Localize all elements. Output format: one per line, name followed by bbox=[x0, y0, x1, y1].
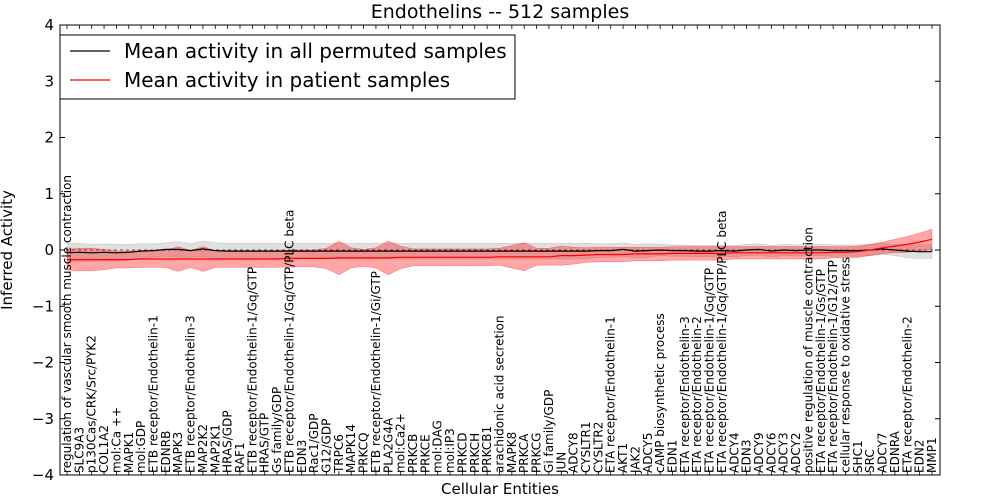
legend: Mean activity in all permuted samples Me… bbox=[59, 34, 516, 100]
x-tick-label: EDNRA bbox=[888, 430, 902, 473]
x-tick-label: HRAS/GDP bbox=[221, 410, 235, 473]
x-tick-label: PLA2G4A bbox=[381, 417, 395, 473]
x-tick-label: arachidonic acid secretion bbox=[493, 316, 507, 473]
x-tick-label: cAMP biosynthetic process bbox=[653, 313, 667, 473]
x-tick-label: PRKCH bbox=[468, 433, 482, 473]
y-tick-label: 4 bbox=[44, 16, 54, 34]
x-tick-label: EDN2 bbox=[913, 440, 927, 473]
x-tick-label: ETA receptor/Endothelin-3 bbox=[678, 316, 692, 473]
x-tick-label: MAPK3 bbox=[171, 432, 185, 473]
x-tick-label: AKT1 bbox=[616, 443, 630, 473]
x-tick-label: positive regulation of muscle contractio… bbox=[801, 227, 815, 473]
x-tick-label: mol:Ca2+ bbox=[394, 413, 408, 473]
x-tick-label: ADCY6 bbox=[764, 432, 778, 473]
y-tick-label: −4 bbox=[32, 466, 54, 484]
y-tick-label: 0 bbox=[44, 241, 54, 259]
x-tick-label: JUN bbox=[554, 452, 568, 474]
x-tick-label: Gi family/GDP bbox=[542, 390, 556, 473]
x-tick-label: SHC1 bbox=[851, 440, 865, 473]
x-tick-label: p130Cas/CRK/Src/PYK2 bbox=[85, 335, 99, 473]
x-tick-label: EDN1 bbox=[666, 440, 680, 473]
x-tick-label: ETB receptor/Endothelin-3 bbox=[184, 315, 198, 473]
x-tick-label: HRAS/GTP bbox=[258, 413, 272, 473]
x-tick-label: CYSLTR2 bbox=[591, 422, 605, 473]
x-tick-label: ETB receptor/Endothelin-1/Gi/GTP bbox=[369, 271, 383, 473]
x-tick-label: mol:IP3 bbox=[443, 428, 457, 473]
x-tick-label: MAPK8 bbox=[505, 432, 519, 473]
x-tick-label: COL1A2 bbox=[97, 425, 111, 473]
x-tick-label: regulation of vascular smooth muscle con… bbox=[60, 175, 74, 473]
x-tick-label: G12/GDP bbox=[320, 419, 334, 473]
x-tick-label: TRPC6 bbox=[332, 434, 346, 474]
x-tick-label: mol:GDP bbox=[134, 421, 148, 473]
x-axis-title: Cellular Entities bbox=[441, 480, 559, 498]
series-line-1 bbox=[67, 238, 933, 261]
x-tick-label: ETB receptor/Endothelin-1/Gq/GTP bbox=[245, 267, 259, 473]
y-tick-label: 2 bbox=[44, 129, 54, 147]
series-band-1 bbox=[66, 228, 933, 276]
x-tick-label: ETA receptor/Endothelin-1/G12/GTP bbox=[826, 260, 840, 473]
x-tick-label: PRKCG bbox=[530, 433, 544, 473]
x-tick-label: EDN3 bbox=[740, 440, 754, 473]
legend-label-patient: Mean activity in patient samples bbox=[124, 68, 450, 92]
series-line-0 bbox=[66, 248, 932, 254]
x-tick-label: ADCY8 bbox=[567, 432, 581, 473]
x-tick-label: ETA receptor/Endothelin-1/Gq/GTP bbox=[703, 268, 717, 473]
x-tick-label: MAP2K1 bbox=[208, 424, 222, 473]
x-tick-label: Rac1/GDP bbox=[307, 413, 321, 472]
x-tick-label: PRKCQ bbox=[357, 432, 371, 473]
x-tick-label: MAPK14 bbox=[344, 424, 358, 473]
x-tick-label: SRC bbox=[863, 449, 877, 473]
x-tick-label: EDN3 bbox=[295, 440, 309, 473]
x-tick-label: ADCY2 bbox=[789, 432, 803, 473]
y-axis-title: Inferred Activity bbox=[0, 190, 16, 310]
x-tick-label: ETA receptor/Endothelin-1 bbox=[604, 316, 618, 473]
x-tick-label: mol:DAG bbox=[431, 420, 445, 473]
y-tick-label: −1 bbox=[32, 297, 54, 315]
x-tick-label: ETA receptor/Endothelin-2 bbox=[690, 316, 704, 473]
x-tick-label: ETA receptor/Endothelin-1/Gs/GTP bbox=[814, 269, 828, 473]
legend-label-permuted: Mean activity in all permuted samples bbox=[124, 39, 507, 63]
x-tick-label: ADCY3 bbox=[777, 432, 791, 473]
x-tick-label: ADCY7 bbox=[876, 432, 890, 473]
x-tick-label: ADCY4 bbox=[727, 432, 741, 473]
y-tick-label: 3 bbox=[44, 72, 54, 90]
x-tick-label: MAPK1 bbox=[122, 432, 136, 473]
x-tick-label: ADCY9 bbox=[752, 432, 766, 473]
x-tick-label: PRKCD bbox=[455, 433, 469, 473]
x-tick-label: ETB receptor/Endothelin-1/Gq/GTP/PLC bet… bbox=[282, 210, 296, 473]
y-tick-label: −2 bbox=[32, 354, 54, 372]
x-tick-label: mol:Ca ++ bbox=[109, 407, 123, 473]
x-tick-label: ETA receptor/Endothelin-2 bbox=[900, 316, 914, 473]
x-tick-label: MMP1 bbox=[925, 437, 939, 473]
x-tick-label: Gs family/GDP bbox=[270, 387, 284, 473]
x-tick-label: RAF1 bbox=[233, 442, 247, 473]
x-tick-label: PRKCE bbox=[418, 434, 432, 473]
x-tick-label: ETA receptor/Endothelin-1/Gq/GTP/PLC bet… bbox=[715, 211, 729, 473]
y-tick-label: −3 bbox=[32, 410, 54, 428]
x-tick-label: MAP2K2 bbox=[196, 424, 210, 473]
x-tick-label: JAK2 bbox=[628, 446, 642, 474]
x-tick-label: EDNRB bbox=[159, 431, 173, 473]
chart-title: Endothelins -- 512 samples bbox=[371, 1, 630, 23]
x-tick-label: ETB receptor/Endothelin-1 bbox=[147, 315, 161, 473]
x-tick-label: ADCY5 bbox=[641, 432, 655, 473]
x-tick-label: SLC9A3 bbox=[72, 427, 86, 473]
x-tick-label: PRKCB bbox=[406, 434, 420, 473]
x-tick-label: CYSLTR1 bbox=[579, 422, 593, 473]
y-tick-label: 1 bbox=[44, 185, 54, 203]
x-tick-label: cellular response to oxidative stress bbox=[839, 257, 853, 473]
x-tick-label: PRKCB1 bbox=[480, 426, 494, 473]
x-tick-label: PRKCA bbox=[517, 433, 531, 473]
legend-box bbox=[59, 34, 516, 100]
